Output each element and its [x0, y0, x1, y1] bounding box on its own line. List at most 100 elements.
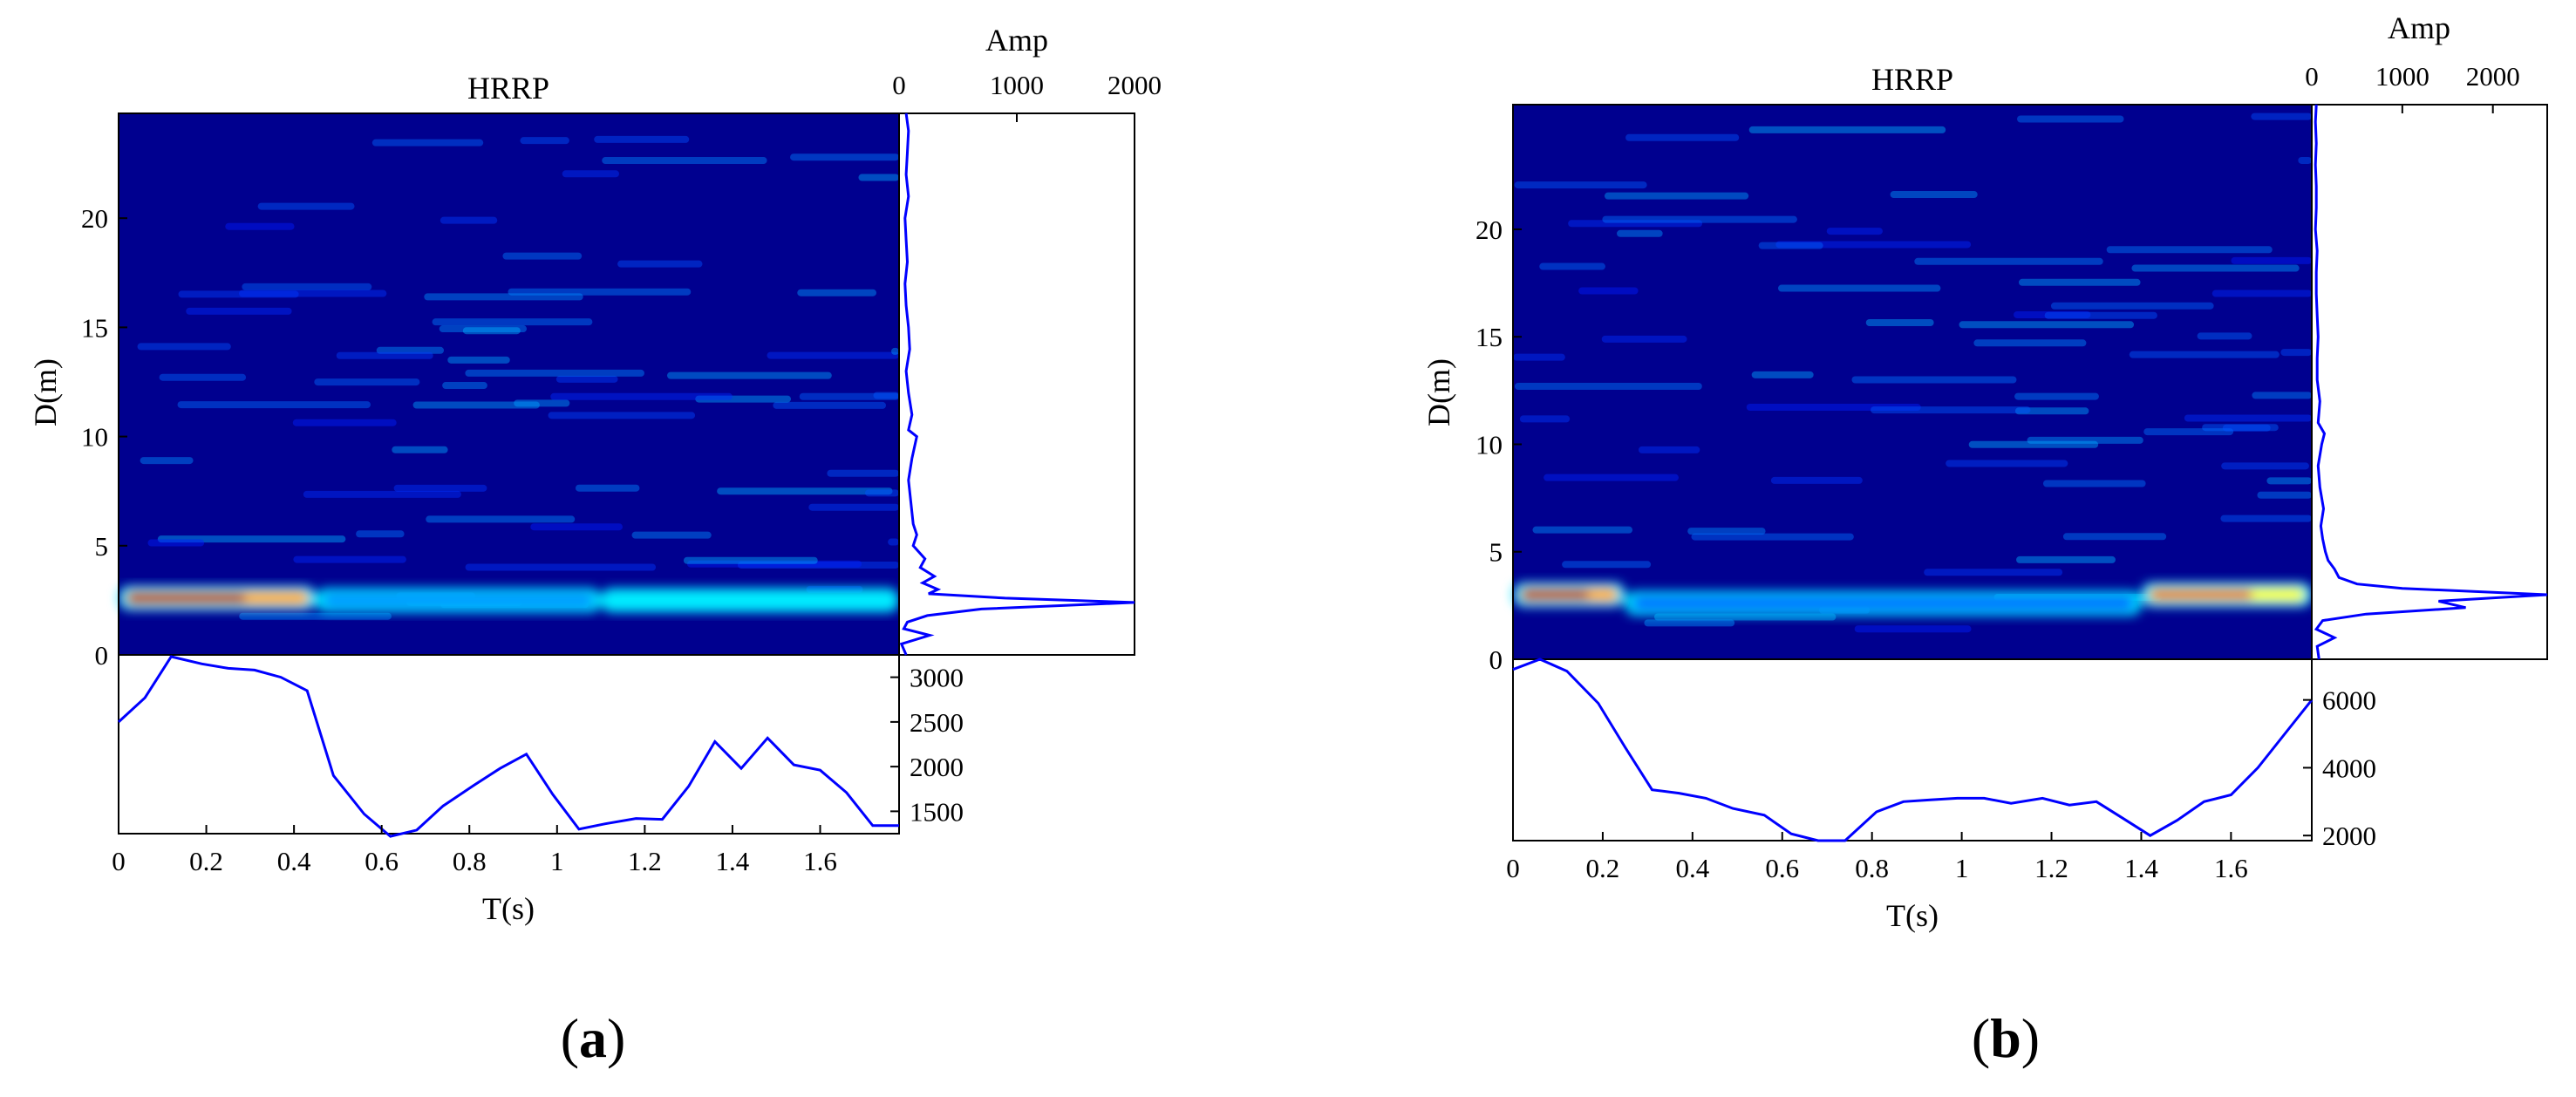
heatmap-a-texture-cell	[562, 170, 619, 178]
panel-label-b-close: )	[2021, 1007, 2040, 1069]
heatmap-b-texture-cell	[1544, 474, 1679, 481]
heatmap-a-band-core	[323, 593, 595, 608]
heatmap-a-texture-cell	[873, 392, 899, 399]
heatmap-a-texture-cell	[447, 356, 510, 364]
bottom-profile-b-y-ticks: 2000 4000 6000	[2303, 685, 2376, 851]
bottom-profile-b-y-tick-label: 4000	[2322, 753, 2376, 783]
heatmap-a-texture-cell	[465, 369, 644, 377]
side-profile-a-tick-label: 2000	[1107, 70, 1162, 100]
panel-label-a-letter: a	[579, 1007, 607, 1069]
heatmap-b-band-peak	[1522, 590, 1590, 600]
heatmap-a-y-tick-label: 10	[81, 422, 108, 453]
side-profile-a-line	[899, 112, 1135, 656]
heatmap-b-texture-cell	[2106, 246, 2273, 254]
heatmap-a-texture-cell	[257, 202, 355, 210]
heatmap-b-texture-cell	[2298, 156, 2312, 164]
heatmap-b-texture-cell	[1758, 242, 1823, 249]
heatmap-a-texture-cell	[686, 560, 862, 568]
heatmap-b-texture-cell	[1775, 241, 1972, 249]
bottom-profile-b-x-tick-label: 0.2	[1586, 853, 1620, 883]
side-profile-a-ticks: 0 1000 2000	[892, 70, 1162, 122]
heatmap-a-texture-cell	[178, 290, 299, 298]
side-profile-b-tick-label: 1000	[2375, 61, 2429, 92]
heatmap-b-texture-cell	[1625, 133, 1740, 141]
heatmap-a-texture-cell	[808, 503, 899, 511]
heatmap-b	[1513, 105, 2312, 659]
heatmap-b-texture-cell	[1539, 262, 1605, 270]
heatmap-b-texture-cell	[1871, 406, 2031, 414]
heatmap-a-texture-cell	[617, 260, 703, 268]
heatmap-a-texture-cell	[439, 325, 528, 333]
heatmap-b-texture-cell	[1514, 382, 1702, 390]
heatmap-a-texture-cell	[426, 515, 576, 523]
heatmap-a-texture-cell	[293, 555, 406, 563]
heatmap-a-texture-cell	[520, 137, 569, 145]
bottom-profile-a-line	[117, 655, 899, 838]
heatmap-a-texture-cell	[575, 484, 640, 492]
heatmap-a-texture-cell	[797, 289, 877, 296]
heatmap-a-texture-cell	[799, 392, 899, 400]
heatmap-b-y-tick-label: 0	[1489, 644, 1503, 675]
heatmap-b-y-ticks: 0 5 10 15 20	[1475, 215, 1522, 675]
heatmap-b-title: HRRP	[1871, 62, 1953, 97]
heatmap-a-texture-cell	[432, 318, 593, 326]
heatmap-b-texture-cell	[1973, 339, 2087, 347]
panel-label-b-letter: b	[1990, 1007, 2021, 1069]
heatmap-a-texture-cell	[502, 252, 583, 260]
heatmap-b-texture-cell	[2014, 407, 2089, 415]
bottom-profile-b-x-tick-label: 0.6	[1765, 853, 1799, 883]
heatmap-b-texture-cell	[1854, 625, 1972, 633]
heatmap-a-texture-cell	[666, 371, 832, 379]
heatmap-b-texture-cell	[2042, 480, 2146, 487]
heatmap-a-texture-cell	[442, 382, 487, 390]
heatmap-b-texture-cell	[2221, 462, 2309, 470]
heatmap-b-texture-cell	[1691, 533, 1854, 541]
heatmap-a-band-peak	[127, 593, 246, 603]
heatmap-b-texture-cell	[1746, 403, 1921, 411]
bottom-profile-a-y-tick-label: 3000	[910, 663, 964, 693]
side-profile-b-label: Amp	[2388, 10, 2450, 45]
bottom-profile-a-frame	[118, 654, 900, 835]
heatmap-a-hotspots	[119, 585, 899, 613]
heatmap-b-y-tick-label: 10	[1475, 429, 1503, 460]
heatmap-a-texture-cell	[238, 290, 387, 297]
bottom-profile-b-line	[1512, 658, 2314, 842]
heatmap-a-texture	[137, 135, 899, 620]
heatmap-a-texture-cell	[550, 392, 733, 400]
side-profile-a-tick-label: 1000	[990, 70, 1044, 100]
heatmap-b-texture-cell	[1568, 220, 1703, 228]
bottom-profile-a-y-ticks: 1500 2000 2500 3000	[890, 663, 964, 827]
bottom-profile-a-x-label: T(s)	[482, 891, 535, 926]
heatmap-a-texture-cell	[683, 556, 818, 564]
heatmap-b-texture-cell	[2251, 112, 2312, 120]
bottom-profile-b-x-tick-label: 0.8	[1855, 853, 1889, 883]
heatmap-a-texture-cell	[865, 489, 899, 497]
panel-label-a-close: )	[607, 1007, 625, 1069]
bottom-profile-b-x-tick-label: 1	[1955, 853, 1969, 883]
heatmap-b-texture-cell	[2027, 436, 2143, 444]
heatmap-a-texture-cell	[462, 327, 521, 335]
heatmap-b-texture-cell	[1562, 561, 1652, 569]
bottom-profile-a-x-tick-label: 1.2	[628, 846, 662, 876]
heatmap-a-texture-cell	[424, 293, 583, 301]
heatmap-b-texture-cell	[1959, 321, 2135, 329]
heatmap-a-texture-cell	[336, 351, 433, 359]
heatmap-b-texture-cell	[2257, 491, 2312, 499]
heatmap-a-band-core	[608, 593, 892, 608]
heatmap-a-texture-cell	[177, 401, 371, 409]
panel-label-b-open: (	[1972, 1007, 1990, 1069]
heatmap-a-texture-cell	[602, 157, 767, 165]
heatmap-b-texture-cell	[2044, 311, 2157, 319]
heatmap-a-texture-cell	[888, 538, 899, 546]
bottom-profile-a-x-tick-label: 0.6	[365, 846, 399, 876]
heatmap-b-texture-cell	[1914, 257, 2103, 265]
heatmap-b-texture-cell	[1638, 446, 1700, 453]
heatmap-a-texture-cell	[767, 351, 899, 359]
bottom-profile-b-x-tick-label: 1.4	[2124, 853, 2158, 883]
bottom-profile-a-x-tick-label: 0.2	[189, 846, 223, 876]
heatmap-a-texture-cell	[137, 343, 231, 351]
heatmap-a-texture-cell	[392, 446, 448, 453]
bottom-profile-a-x-tick-label: 1	[550, 846, 564, 876]
side-profile-a-tick-label: 0	[892, 70, 906, 100]
